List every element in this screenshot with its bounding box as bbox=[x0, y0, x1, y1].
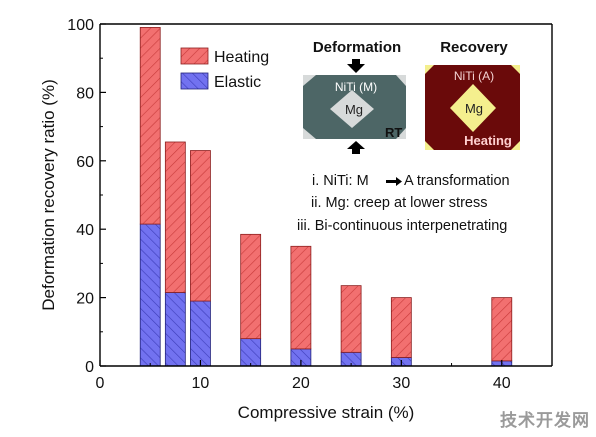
mg-core-deformation bbox=[330, 90, 374, 128]
bars-layer bbox=[139, 27, 513, 367]
bar-elastic-7.5 bbox=[164, 292, 186, 367]
niti-m-label: NiTi (M) bbox=[335, 80, 377, 94]
niti-a-label: NiTi (A) bbox=[454, 69, 494, 83]
bar-heating-20 bbox=[290, 245, 312, 350]
bar-heating-10 bbox=[190, 150, 211, 302]
compression-arrow-icon bbox=[347, 141, 365, 154]
note-1-suffix: A transformation bbox=[404, 173, 510, 189]
legend-label-heating: Heating bbox=[214, 49, 269, 66]
inset-deformation: Deformation NiTi (M) Mg RT bbox=[303, 39, 406, 154]
y-tick-label-20: 20 bbox=[76, 291, 94, 308]
bar-elastic-5 bbox=[139, 223, 161, 367]
bar-elastic-10 bbox=[190, 300, 211, 367]
notes: i. NiTi: M A transformation ii. Mg: cree… bbox=[297, 173, 510, 234]
mg-label-right: Mg bbox=[465, 101, 483, 116]
bar-heating-25 bbox=[340, 285, 362, 353]
compression-arrow-icon bbox=[347, 59, 365, 73]
recovery-title: Recovery bbox=[440, 39, 508, 56]
y-tick-label-80: 80 bbox=[76, 85, 94, 102]
x-tick-label-20: 20 bbox=[292, 375, 310, 392]
y-tick-label-100: 100 bbox=[67, 17, 94, 34]
y-tick-label-0: 0 bbox=[85, 359, 94, 376]
mg-core-recovery bbox=[450, 84, 496, 132]
legend-swatch-elastic bbox=[180, 72, 209, 90]
legend-label-elastic: Elastic bbox=[214, 74, 261, 91]
x-tick-label-30: 30 bbox=[392, 375, 410, 392]
ticks-layer: 0 10 20 30 40 0 20 40 60 80 100 bbox=[67, 17, 510, 392]
x-tick-label-10: 10 bbox=[192, 375, 210, 392]
mg-label-left: Mg bbox=[345, 102, 363, 117]
y-tick-label-60: 60 bbox=[76, 154, 94, 171]
y-axis-title: Deformation recovery ratio (%) bbox=[39, 79, 58, 310]
x-tick-label-40: 40 bbox=[493, 375, 511, 392]
inset-recovery: Recovery NiTi (A) Mg Heating bbox=[425, 39, 520, 150]
heating-label: Heating bbox=[464, 133, 512, 148]
deformation-title: Deformation bbox=[313, 39, 401, 56]
x-axis-title: Compressive strain (%) bbox=[238, 403, 415, 422]
rt-label: RT bbox=[385, 125, 402, 140]
y-tick-label-40: 40 bbox=[76, 222, 94, 239]
note-3: iii. Bi-continuous interpenetrating bbox=[297, 218, 507, 234]
watermark: 技术开发网 bbox=[500, 411, 590, 431]
x-tick-label-0: 0 bbox=[96, 375, 105, 392]
bar-heating-30 bbox=[390, 297, 412, 358]
legend: Heating Elastic bbox=[180, 47, 269, 91]
arrow-right-icon bbox=[386, 177, 402, 186]
bar-elastic-15 bbox=[240, 338, 262, 367]
note-2: ii. Mg: creep at lower stress bbox=[311, 195, 487, 211]
bar-heating-7.5 bbox=[164, 141, 186, 293]
bar-heating-5 bbox=[139, 27, 161, 225]
bar-heating-40 bbox=[491, 297, 513, 362]
bar-heating-15 bbox=[240, 233, 262, 340]
note-1-prefix: i. NiTi: M bbox=[312, 173, 369, 189]
legend-swatch-heating bbox=[180, 47, 209, 65]
